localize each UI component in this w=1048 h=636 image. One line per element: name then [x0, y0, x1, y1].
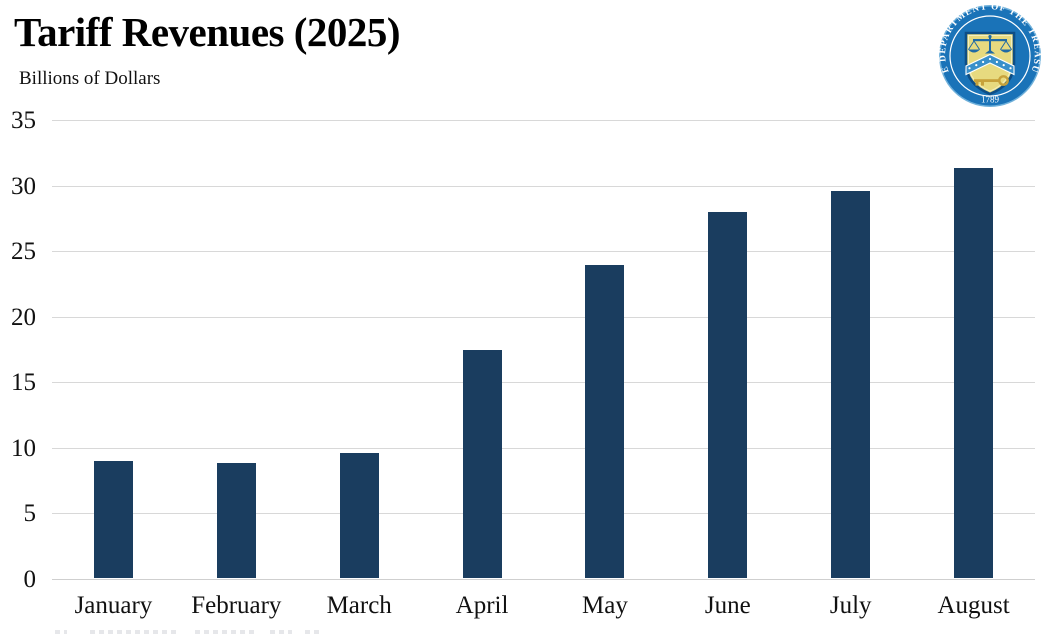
bar-march [339, 453, 379, 578]
x-label-may: May [582, 592, 628, 619]
key-icon [974, 75, 1009, 86]
gridline-15 [52, 382, 1035, 384]
plot-area [52, 120, 1035, 580]
gridline-20 [52, 316, 1035, 318]
y-tick-25: 25 [11, 238, 36, 266]
x-label-march: March [326, 592, 392, 619]
x-label-february: February [191, 592, 282, 619]
gridline-35 [52, 120, 1035, 121]
bar-january [93, 461, 133, 578]
x-label-july: July [829, 592, 872, 619]
gridline-5 [52, 513, 1035, 515]
gridline-25 [52, 251, 1035, 253]
y-tick-20: 20 [11, 303, 36, 331]
clipped-source-note [55, 630, 655, 636]
chevron-stars [968, 57, 1012, 70]
bar-april [462, 349, 502, 578]
chart-title: Tariff Revenues (2025) [14, 9, 401, 55]
x-label-june: June [704, 592, 751, 619]
gridline-10 [52, 447, 1035, 449]
seal-year-label: 1789 [981, 94, 1000, 104]
scales-of-justice-icon [968, 35, 1012, 54]
x-label-august: August [937, 592, 1010, 619]
bar-june [708, 212, 748, 578]
bar-may [585, 264, 625, 578]
x-label-january: January [74, 592, 153, 619]
y-tick-0: 0 [23, 566, 37, 593]
gridline-0 [52, 579, 1035, 580]
x-label-april: April [455, 592, 509, 619]
y-tick-30: 30 [11, 172, 36, 200]
y-tick-15: 15 [11, 369, 36, 397]
chart-units-label: Billions of Dollars [19, 68, 161, 89]
treasury-seal-logo: THE DEPARTMENT OF THE TREASURY [938, 4, 1042, 107]
bar-july [831, 191, 871, 578]
y-tick-5: 5 [23, 500, 37, 528]
y-tick-10: 10 [11, 434, 36, 462]
bar-february [216, 462, 256, 578]
bar-august [954, 167, 994, 578]
y-tick-35: 35 [11, 107, 36, 134]
gridline-30 [52, 185, 1035, 187]
